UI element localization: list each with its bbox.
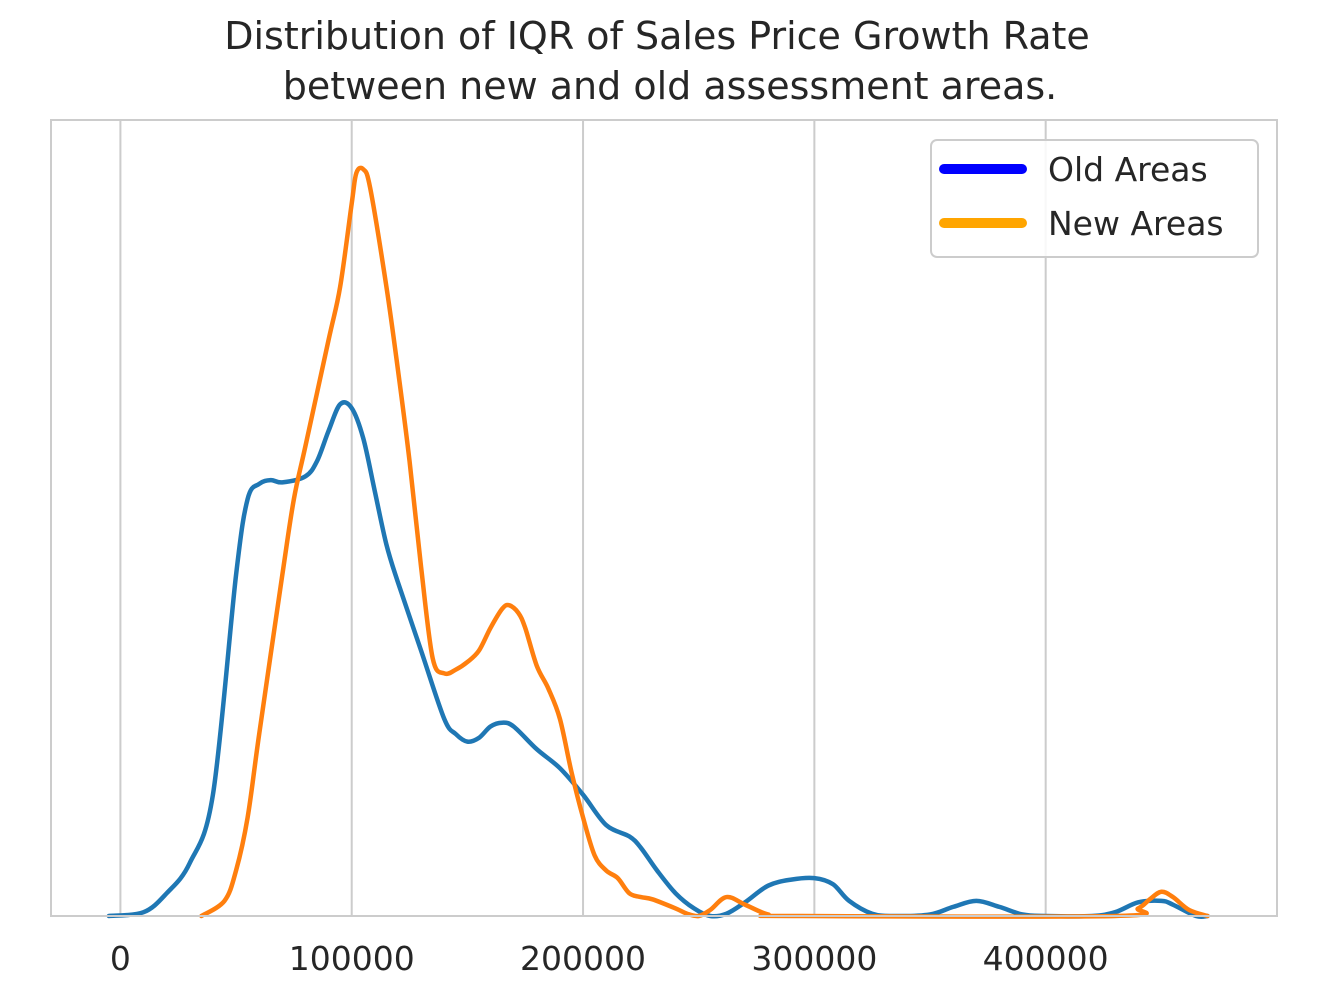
x-tick-label: 400000 xyxy=(983,939,1109,978)
series-layer xyxy=(106,165,1210,920)
x-axis-ticks: 0 100000 200000 300000 400000 xyxy=(110,939,1109,978)
x-tick-label: 100000 xyxy=(289,939,415,978)
chart-title-line-1: Distribution of IQR of Sales Price Growt… xyxy=(224,14,1090,58)
x-tick-label: 200000 xyxy=(520,939,646,978)
legend: Old Areas New Areas xyxy=(930,139,1259,258)
series-line-old-areas xyxy=(106,400,1210,920)
x-tick-label: 0 xyxy=(110,939,131,978)
chart-title-line-2: between new and old assessment areas. xyxy=(283,64,1058,108)
legend-label-new-areas: New Areas xyxy=(1048,204,1224,243)
x-tick-label: 300000 xyxy=(751,939,877,978)
legend-label-old-areas: Old Areas xyxy=(1048,150,1208,189)
series-line-new-areas xyxy=(199,165,1210,919)
plot-area-frame xyxy=(50,119,1278,917)
